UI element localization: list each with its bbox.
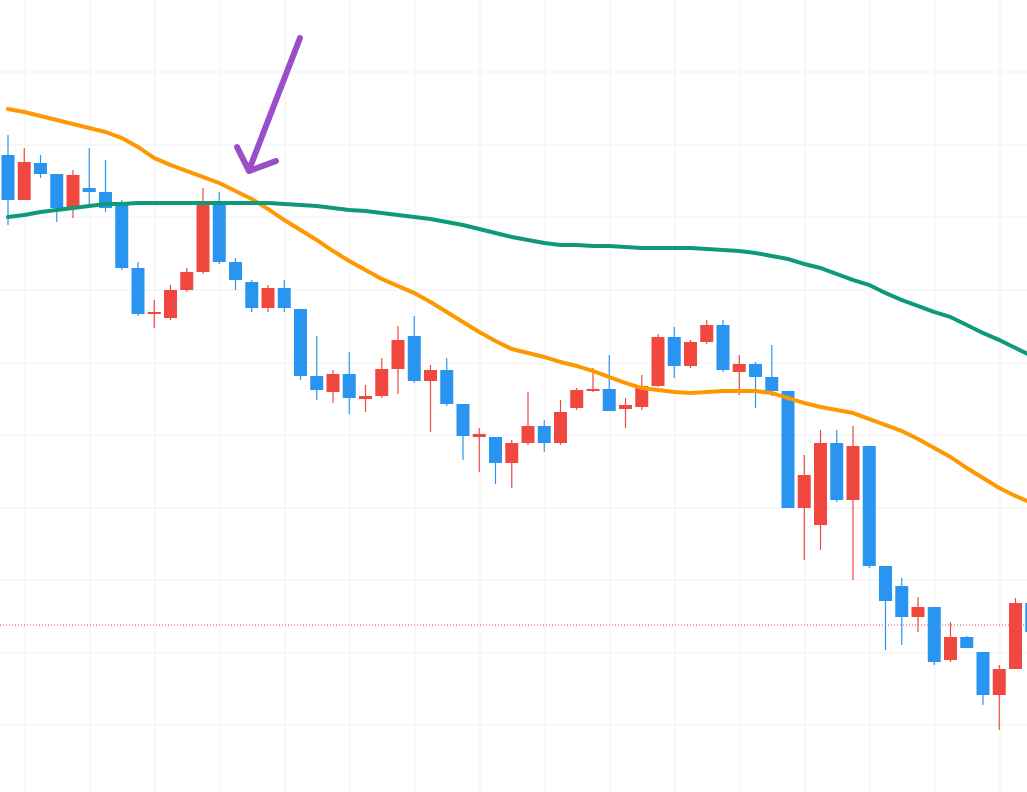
candle-body [342, 374, 356, 398]
candle-body [147, 312, 161, 314]
candle-body [294, 309, 307, 376]
arrow-head [246, 158, 279, 174]
candle-body [407, 336, 421, 381]
candle-body [992, 669, 1006, 695]
candle-body [131, 268, 145, 314]
candle-body [66, 175, 80, 208]
candle-body [814, 443, 827, 525]
candle-body [554, 412, 567, 443]
candle-body [635, 386, 649, 407]
candle-body [537, 426, 551, 443]
moving-average-line [6, 107, 1027, 504]
candle-body [472, 434, 486, 437]
candle-body [830, 443, 844, 500]
arrow-head [234, 144, 252, 174]
candle-body [196, 203, 210, 272]
candle-body [960, 637, 974, 648]
candle-body [375, 369, 389, 396]
candle-body [212, 203, 226, 262]
candle-body [489, 437, 502, 463]
plot-area [0, 107, 1027, 730]
candle-body [180, 272, 194, 290]
candle-body [310, 376, 324, 390]
candle-body [424, 370, 437, 381]
candle-body [521, 426, 535, 443]
candle-body [797, 475, 811, 508]
candle-body [879, 566, 892, 601]
candle-body [846, 446, 860, 500]
candle-body [732, 364, 746, 372]
candle-body [115, 203, 129, 268]
candle-body [976, 652, 990, 695]
candle-body [164, 290, 177, 318]
candle-body [17, 162, 31, 200]
candle-body [82, 188, 96, 192]
candle-body [895, 586, 909, 617]
candle-body [1009, 603, 1022, 669]
candle-body [229, 262, 242, 280]
candle-body [359, 396, 372, 399]
candle-body [749, 364, 762, 377]
candle-body [50, 174, 64, 208]
candle-body [570, 390, 584, 408]
candle-body [927, 607, 941, 662]
candle-body [1, 155, 15, 200]
candle-body [586, 389, 600, 391]
candle-body [862, 446, 876, 566]
candle-body [619, 405, 632, 409]
candle-body [944, 637, 957, 660]
candle-body [456, 404, 470, 436]
candle-body [1025, 603, 1027, 632]
candle-body [277, 288, 291, 308]
candle-body [505, 443, 519, 463]
candle-body [700, 325, 714, 342]
candle-body [911, 607, 925, 617]
annotation-arrow [234, 35, 303, 174]
candle-body [440, 370, 454, 404]
candle-body [261, 288, 275, 308]
candle-body [602, 389, 616, 411]
candle-body [716, 325, 730, 370]
candle-body [667, 337, 681, 366]
candle-body [326, 374, 340, 392]
arrow-shaft [246, 35, 303, 173]
candle-body [34, 163, 47, 174]
candle-body [391, 340, 405, 369]
candle-body [651, 337, 665, 386]
candle-body [781, 391, 795, 508]
candle-body [684, 342, 697, 366]
candle-body [245, 282, 259, 308]
moving-average-line [6, 201, 1027, 356]
candle-body [765, 377, 779, 391]
